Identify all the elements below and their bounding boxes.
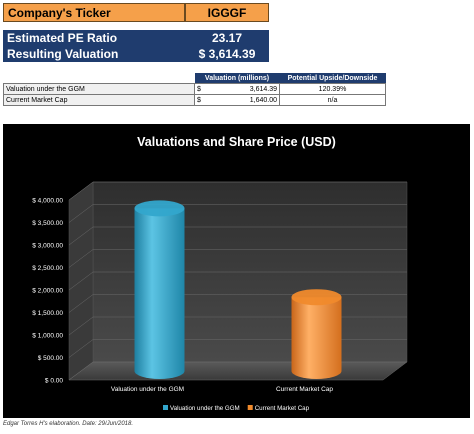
ticker-value: IGGGF (185, 3, 269, 22)
resulting-valuation-value: $ 3,614.39 (185, 46, 269, 62)
legend-swatch (247, 405, 253, 410)
resulting-valuation-currency: $ (198, 47, 206, 61)
resulting-valuation-label: Resulting Valuation (3, 46, 185, 62)
pe-ratio-label: Estimated PE Ratio (3, 30, 185, 46)
legend-label: Current Market Cap (255, 405, 310, 412)
table-row-value: 1,640.00 (249, 96, 277, 104)
y-tick-label: $ 0.00 (45, 378, 63, 385)
bar-top (291, 289, 342, 306)
table-row-upside: 120.39% (279, 83, 386, 95)
chart-legend: Valuation under the GGM Current Market Ca… (163, 405, 310, 412)
x-tick-label: Valuation under the GGM (111, 386, 184, 393)
grid-line-side (68, 204, 94, 223)
chart-title: Valuations and Share Price (USD) (137, 135, 336, 149)
plot-area: $ 0.00 $ 500.00 $ 1,000.00 $ 1,500.00 $ 2,00… (32, 181, 408, 393)
x-tick-label: Current Market Cap (276, 386, 333, 393)
grid-line-side (68, 271, 94, 291)
legend-label: Valuation under the GGM (170, 405, 240, 412)
table-row-name: Valuation under the GGM (3, 83, 195, 95)
grid-line-side (68, 361, 94, 381)
table-header-valuation: Valuation (millions) (194, 73, 280, 84)
table-row-name: Current Market Cap (3, 94, 195, 106)
y-tick-label: $ 500.00 (38, 355, 64, 362)
valuation-chart: Valuations and Share Price (USD) $ 0.00$… (3, 124, 470, 418)
y-tick-label: $ 3,500.00 (32, 220, 63, 227)
bar-ggm-valuation (134, 200, 185, 379)
valuation-table: Valuation (millions) Potential Upside/Do… (3, 73, 386, 106)
chart-floor (68, 361, 408, 381)
footnote: Edgar Torres H's elaboration. Date: 29/J… (3, 421, 134, 427)
resulting-valuation-amount: 3,614.39 (208, 47, 256, 61)
grid-line-side (68, 249, 94, 268)
bar-body (134, 208, 185, 379)
grid-line-side (68, 316, 94, 336)
bar-top (134, 200, 185, 217)
grid-line-side (68, 181, 94, 201)
pe-ratio-value: 23.17 (185, 30, 269, 46)
y-tick-label: $ 4,000.00 (32, 198, 63, 205)
y-tick-label: $ 1,500.00 (32, 310, 63, 317)
table-row-currency: $ (197, 96, 201, 104)
table-row-currency: $ (197, 85, 201, 93)
bar-market-cap (291, 289, 342, 379)
table-header-upside: Potential Upside/Downside (279, 73, 386, 84)
y-tick-label: $ 2,500.00 (32, 265, 63, 272)
y-tick-label: $ 3,000.00 (32, 243, 63, 250)
table-header-row: Valuation (millions) Potential Upside/Do… (4, 73, 386, 84)
table-row: Current Market Cap $1,640.00 n/a (3, 94, 386, 106)
bar-body (291, 297, 342, 379)
y-tick-label: $ 1,000.00 (32, 333, 63, 340)
y-tick-label: $ 2,000.00 (32, 288, 63, 295)
table-row-upside: n/a (279, 94, 386, 106)
grid-line-side (68, 226, 94, 246)
table-row-value: 3,614.39 (249, 85, 277, 93)
ticker-label: Company's Ticker (3, 3, 185, 22)
legend-swatch (163, 405, 168, 410)
grid-line-side (68, 339, 94, 358)
table-row: Valuation under the GGM $3,614.39 120.39… (3, 83, 386, 95)
grid-line-side (68, 294, 94, 313)
